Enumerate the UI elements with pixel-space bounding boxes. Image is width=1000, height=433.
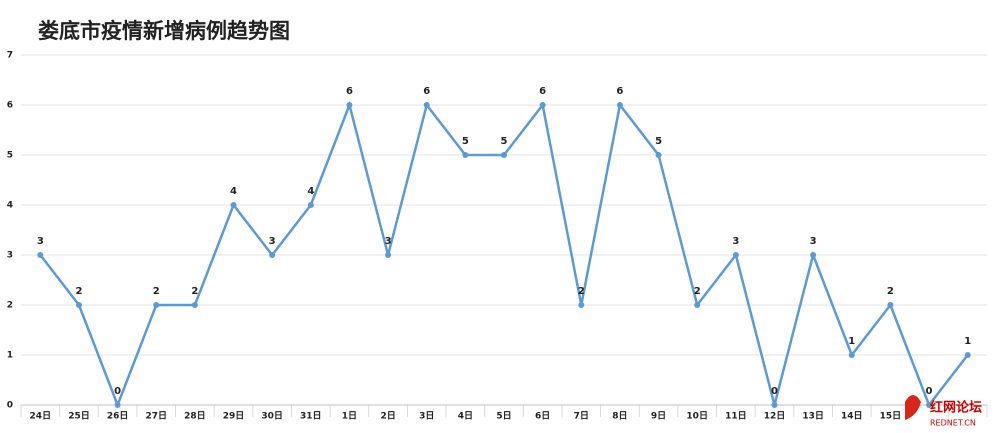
point [655, 152, 662, 158]
data-label: 6 [539, 86, 546, 97]
point [964, 352, 971, 358]
data-label: 6 [616, 86, 623, 97]
data-label: 3 [269, 236, 276, 247]
data-label: 2 [578, 286, 585, 297]
point [423, 102, 430, 108]
data-label: 1 [848, 336, 855, 347]
y-tick-label: 0 [7, 401, 13, 411]
point [269, 252, 276, 258]
point [539, 102, 546, 108]
point [75, 302, 82, 308]
data-label: 2 [75, 286, 82, 297]
data-label: 3 [810, 236, 817, 247]
point [694, 302, 701, 308]
point [848, 352, 855, 358]
data-label: 4 [230, 186, 237, 197]
x-tick-label: 7日 [574, 411, 589, 422]
x-tick-label: 15日 [880, 411, 902, 422]
data-label: 0 [926, 386, 933, 397]
point [732, 252, 739, 258]
data-label: 5 [462, 136, 469, 147]
point [307, 202, 314, 208]
y-tick-label: 3 [7, 251, 13, 261]
x-tick-label: 24日 [30, 411, 52, 422]
y-tick-label: 4 [7, 201, 13, 211]
point [114, 402, 121, 408]
x-tick-label: 9日 [651, 411, 666, 422]
data-label: 2 [887, 286, 894, 297]
data-label: 5 [655, 136, 662, 147]
x-tick-label: 30日 [261, 411, 283, 422]
data-label: 2 [153, 286, 160, 297]
data-label: 4 [307, 186, 314, 197]
y-tick-label: 2 [7, 301, 13, 311]
x-tick-label: 28日 [184, 411, 206, 422]
point [616, 102, 623, 108]
x-tick-label: 29日 [223, 411, 245, 422]
x-tick-label: 6日 [535, 411, 550, 422]
x-tick-label: 10日 [686, 411, 708, 422]
x-tick-label: 14日 [841, 411, 863, 422]
chart-title: 娄底市疫情新增病例趋势图 [38, 19, 290, 43]
x-tick-label: 4日 [458, 411, 473, 422]
x-tick-label: 27日 [145, 411, 167, 422]
x-tick-label: 11日 [725, 411, 747, 422]
data-label: 0 [771, 386, 778, 397]
x-tick-label: 3日 [419, 411, 434, 422]
y-tick-label: 1 [7, 351, 13, 361]
point [462, 152, 469, 158]
point [887, 302, 894, 308]
y-tick-label: 5 [7, 151, 13, 161]
data-label: 3 [732, 236, 739, 247]
data-label: 0 [114, 386, 121, 397]
data-label: 6 [346, 86, 353, 97]
point [346, 102, 353, 108]
data-label: 2 [694, 286, 701, 297]
y-tick-label: 6 [7, 101, 13, 111]
watermark: 红网论坛 REDNET.CN [905, 395, 982, 428]
x-tick-label: 31日 [300, 411, 322, 422]
y-tick-label: 7 [7, 51, 13, 61]
x-tick-label: 8日 [612, 411, 627, 422]
point [501, 152, 507, 158]
x-tick-label: 12日 [764, 411, 786, 422]
watermark-logo [905, 395, 921, 420]
point [385, 252, 392, 258]
point [153, 302, 160, 308]
data-label: 5 [501, 136, 508, 147]
point [37, 252, 44, 258]
data-label: 3 [37, 236, 44, 247]
point [926, 402, 933, 408]
point [578, 302, 585, 308]
data-label: 1 [964, 336, 971, 347]
point [810, 252, 817, 258]
point [230, 202, 237, 208]
point [191, 302, 198, 308]
x-tick-label: 5日 [496, 411, 511, 422]
data-label: 2 [191, 286, 198, 297]
x-tick-label: 1日 [342, 411, 357, 422]
point [771, 402, 778, 408]
data-label: 6 [423, 86, 430, 97]
x-tick-label: 26日 [107, 411, 129, 422]
x-tick-label: 13日 [802, 411, 824, 422]
watermark-name: 红网论坛 [930, 400, 982, 416]
data-label: 3 [385, 236, 392, 247]
x-tick-label: 2日 [380, 411, 395, 422]
x-tick-label: 25日 [68, 411, 90, 422]
watermark-url: REDNET.CN [930, 419, 976, 428]
